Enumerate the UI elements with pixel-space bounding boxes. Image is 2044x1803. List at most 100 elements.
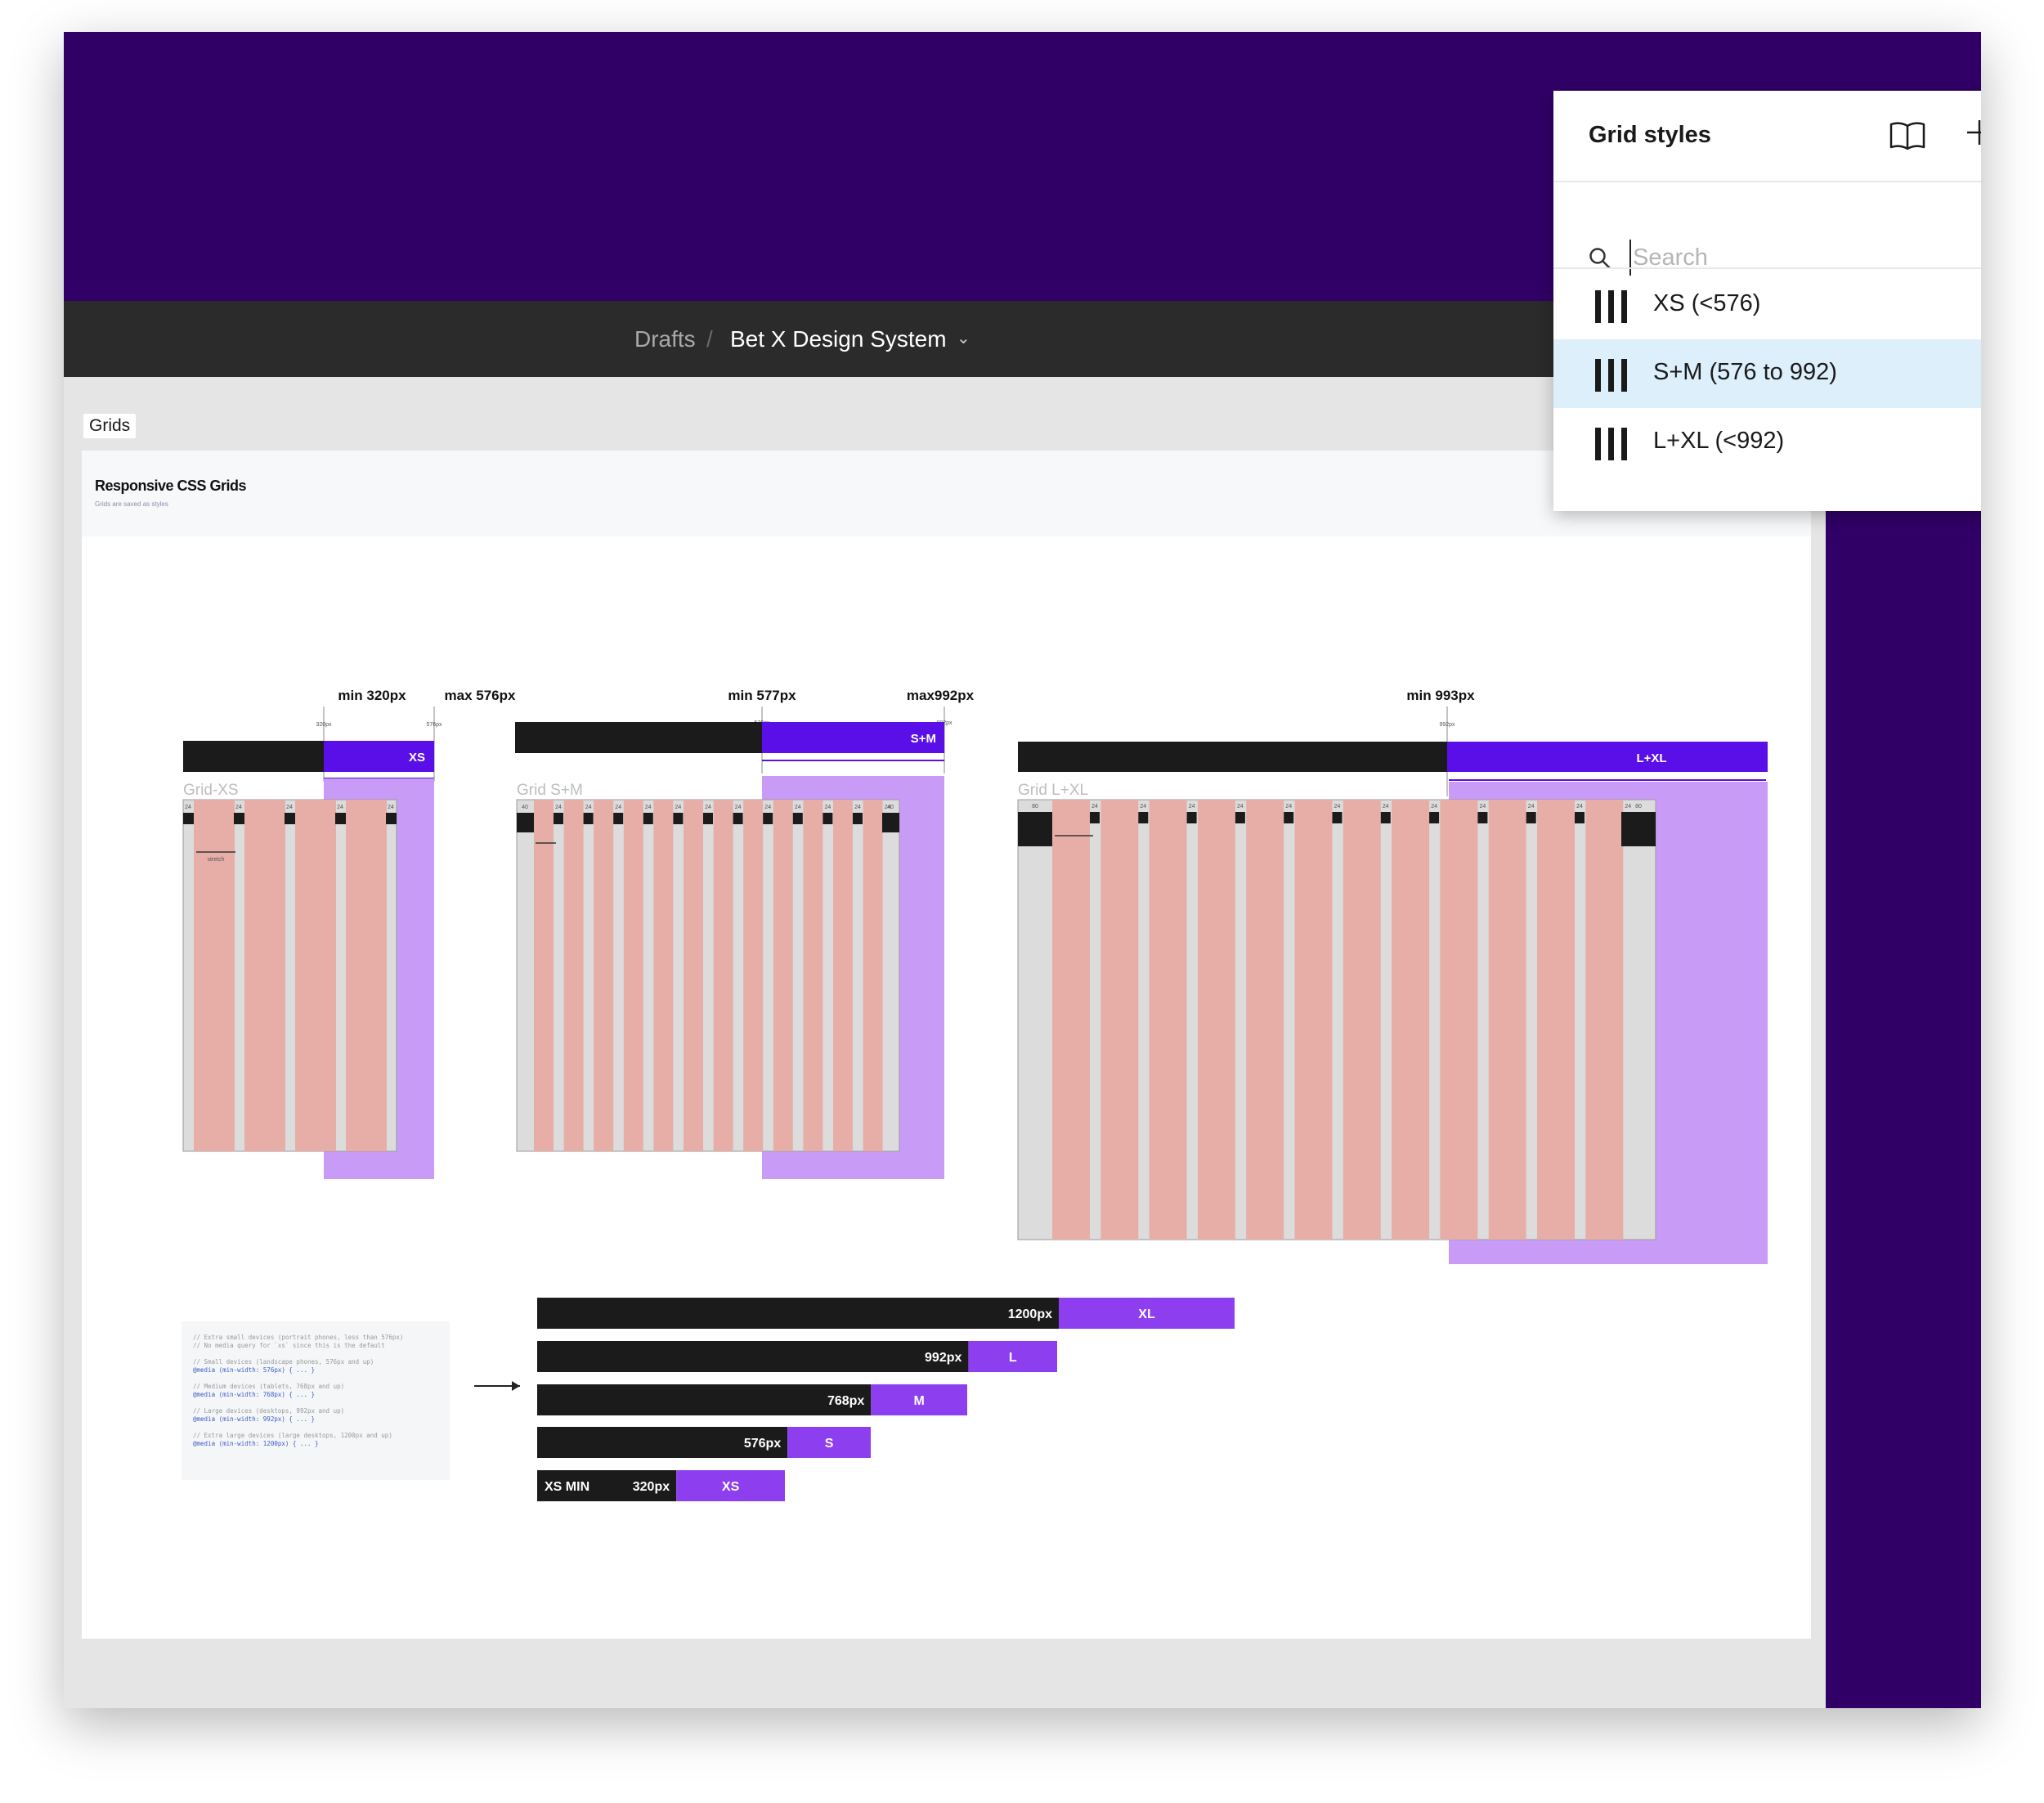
grid-lxl-gutter-label: 24 [1285,804,1292,810]
breakpoint-value: 320px [633,1480,670,1494]
sm-bar-label: S+M [911,732,936,746]
grid-lxl-gutter-marker [1284,812,1294,823]
breakpoint-value: 768px [827,1394,864,1408]
grid-lxl-gutter-marker [1090,812,1100,823]
code-line: // Large devices (desktops, 992px and up… [193,1407,344,1415]
sm-min-label: min 577px [728,688,796,703]
grid-diagram: min 320px max 576px 320px 576px XS Grid-XS 24 2… [182,688,1768,1501]
grid-sm-gutter-label: 24 [615,805,621,810]
breakpoint-tag-s [787,1427,871,1458]
grid-style-label: XS (<576) [1653,290,1761,316]
breakpoint-bar-m [537,1384,872,1415]
frame-label[interactable]: Grids [83,414,137,438]
frame-title: Responsive CSS Grids [95,478,247,494]
grid-lxl-gutter-label: 24 [1528,804,1535,810]
code-line: @media (min-width: 768px) { ... } [193,1391,315,1398]
lxl-min-tick-label: 992px [1439,722,1455,728]
grid-sm-gutter-label: 24 [585,805,592,810]
grid-sm-gutter-marker [673,813,684,824]
xs-max-label: max 576px [445,688,516,703]
xs-black-bar [183,741,324,772]
file-title[interactable]: Bet X Design System [730,326,947,352]
grid-sm-gutter-label: 24 [795,805,801,810]
grid-lxl-column [1100,800,1139,1240]
grid-style-label: S+M (576 to 992) [1653,359,1837,385]
grid-sm-column [684,800,703,1151]
breakpoint-name: XS [722,1480,740,1494]
panel-divider [1553,181,1981,182]
grid-lxl-column [1585,800,1624,1240]
grid-lxl-gutter-marker [1429,812,1440,823]
grid-sm-label: Grid S+M [517,782,583,799]
grid-xs-gutter-marker [335,813,346,824]
xs-bar-label: XS [409,751,425,765]
grid-sm-gutter-label: 24 [645,805,652,810]
grid-sm-gutter-marker [853,813,863,824]
grid-sm-gutter-marker [882,813,893,824]
grid-style-label: L+XL (<992) [1653,428,1785,454]
grid-sm-column [743,800,764,1151]
search-input[interactable] [1629,240,1981,276]
grid-sm-column [833,800,853,1151]
grid-xs-gutter-label: 24 [286,805,293,810]
grid-sm-gutter-label: 24 [705,805,711,810]
app-window: Drafts / Bet X Design System ⌄ Grids Res… [64,32,1981,1708]
grid-xs-column [346,800,387,1151]
grid-sm-gutter-label: 24 [555,805,562,810]
grid-xs-gutter-label: 24 [388,805,394,810]
breakpoint-name: S [825,1437,834,1451]
grid-sm-gutter-label: 24 [825,805,831,810]
breakpoint-tag-l [968,1341,1057,1372]
grid-lxl-gutter-label: 24 [1625,804,1631,810]
grid-xs-column [194,800,235,1151]
canvas[interactable]: Grids Responsive CSS Grids Grids are sav… [64,377,1826,1708]
stretch-label: stretch [207,857,224,863]
breadcrumb-separator: / [706,326,713,352]
grid-sm-margin-marker [517,813,534,832]
breakpoint-value: 576px [744,1437,781,1451]
grid-sm-margin-label: 40 [522,805,528,810]
grid-lxl-gutter-label: 24 [1480,804,1486,810]
grid-style-icon [1595,290,1627,323]
grids-frame[interactable]: Responsive CSS Grids Grids are saved as … [82,451,1811,1639]
breakpoint-bar-s [537,1427,788,1458]
grid-lxl-column [1246,800,1284,1240]
grid-lxl-column [1392,800,1430,1240]
grid-sm-gutter-marker [554,813,563,824]
grid-sm-margin-label: 40 [887,805,894,810]
grid-sm-column [623,800,643,1151]
code-line: @media (min-width: 576px) { ... } [193,1366,315,1374]
breakpoint-prefix: XS MIN [545,1480,589,1494]
grid-lxl-gutter-marker [1332,812,1342,823]
plus-icon[interactable] [1966,119,1981,146]
grid-lxl-gutter-label: 24 [1091,804,1098,810]
grid-lxl-gutter-marker [1380,812,1391,823]
breakpoint-bar-xs [537,1470,677,1501]
grid-xs-gutter-label: 24 [235,805,242,810]
breakpoint-tag-m [871,1384,967,1415]
xs-purple-bar [324,741,434,772]
grid-style-item-xs[interactable]: XS (<576) [1553,271,1981,339]
grid-style-item-sm[interactable]: S+M (576 to 992) [1553,339,1981,408]
grid-lxl-column [1488,800,1526,1240]
sm-max-label: max992px [907,688,975,703]
grid-xs-column [295,800,336,1151]
chevron-down-icon[interactable]: ⌄ [957,330,970,348]
grid-lxl-gutter-marker [1235,812,1245,823]
library-book-icon[interactable] [1888,119,1927,152]
code-line: @media (min-width: 1200px) { ... } [193,1440,319,1447]
grid-style-item-lxl[interactable]: L+XL (<992) [1553,408,1981,477]
grid-xs-gutter-marker [285,813,295,824]
grid-sm-gutter-marker [763,813,773,824]
sm-max-tick-label: 992px [936,720,953,726]
grid-sm-gutter-label: 24 [764,805,771,810]
toolbar: Drafts / Bet X Design System ⌄ [64,301,1826,377]
grid-sm-gutter-marker [583,813,594,824]
breadcrumb-drafts[interactable]: Drafts [634,326,696,352]
grid-sm-gutter-marker [643,813,653,824]
grid-xs-gutter-marker [234,813,244,824]
grid-sm-column [594,800,614,1151]
grid-sm-column [653,800,674,1151]
code-snippet-box [182,1321,450,1480]
grid-lxl-margin-label: 80 [1635,804,1642,810]
